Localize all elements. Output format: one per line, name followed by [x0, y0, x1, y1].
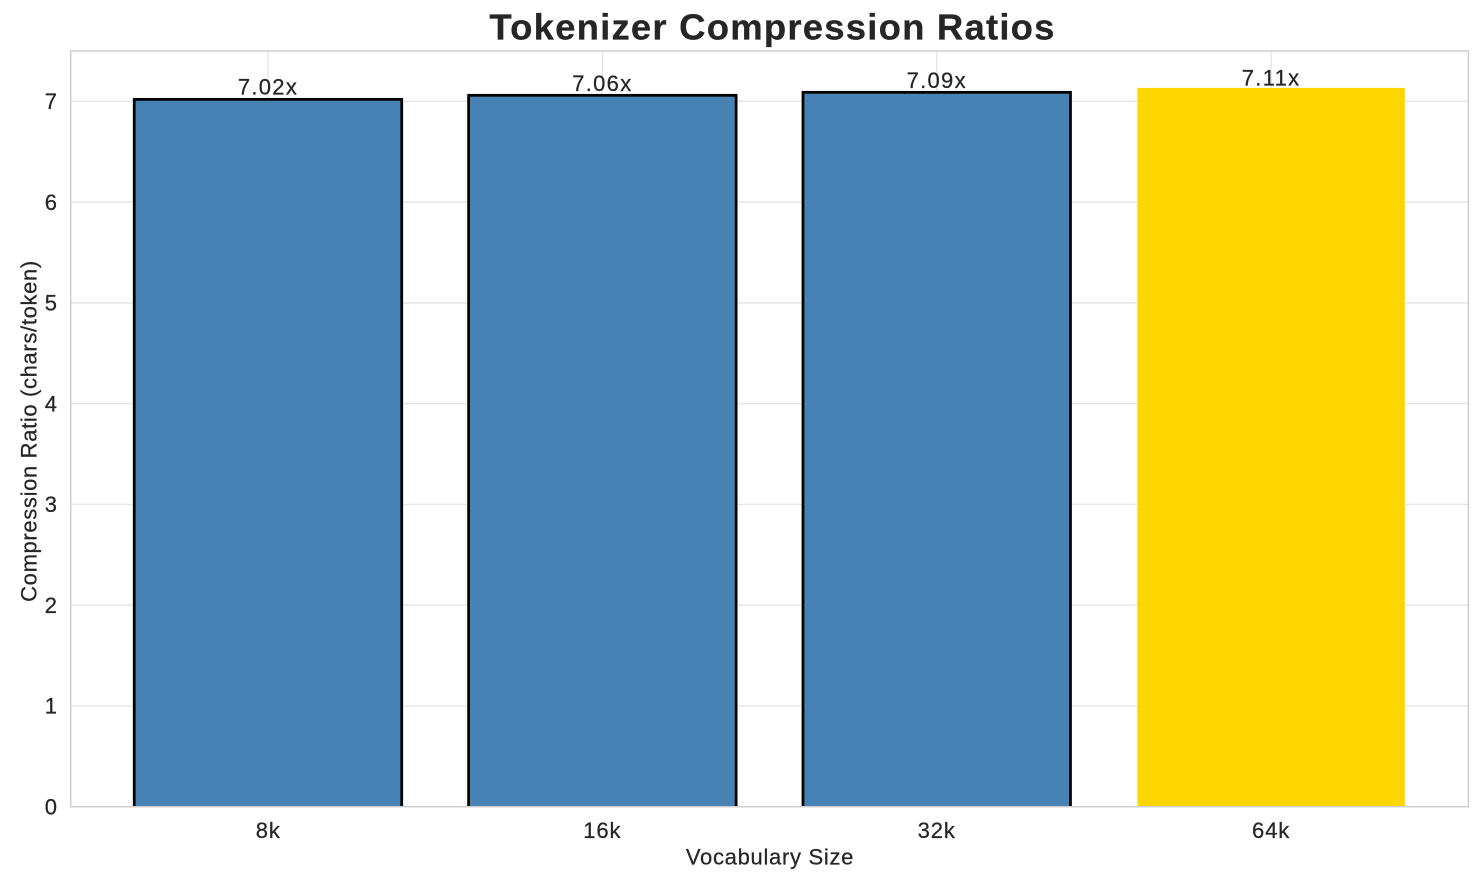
svg-text:7: 7 — [45, 89, 57, 114]
svg-text:4: 4 — [45, 391, 57, 416]
svg-text:1: 1 — [45, 694, 57, 719]
svg-text:7.11x: 7.11x — [1242, 65, 1301, 90]
svg-text:32k: 32k — [918, 818, 956, 843]
svg-text:64k: 64k — [1252, 818, 1290, 843]
svg-text:2: 2 — [45, 593, 57, 618]
svg-text:7.06x: 7.06x — [572, 71, 632, 96]
svg-text:7.09x: 7.09x — [907, 68, 967, 93]
svg-text:5: 5 — [45, 291, 57, 316]
svg-text:Compression Ratio (chars/token: Compression Ratio (chars/token) — [17, 260, 42, 602]
svg-text:7.02x: 7.02x — [238, 75, 298, 100]
svg-text:Vocabulary Size: Vocabulary Size — [686, 845, 854, 870]
svg-text:Tokenizer Compression Ratios: Tokenizer Compression Ratios — [489, 6, 1055, 47]
svg-text:3: 3 — [45, 492, 57, 517]
svg-text:16k: 16k — [583, 818, 621, 843]
svg-text:8k: 8k — [256, 818, 281, 843]
svg-text:0: 0 — [45, 794, 57, 819]
svg-text:6: 6 — [45, 190, 57, 215]
